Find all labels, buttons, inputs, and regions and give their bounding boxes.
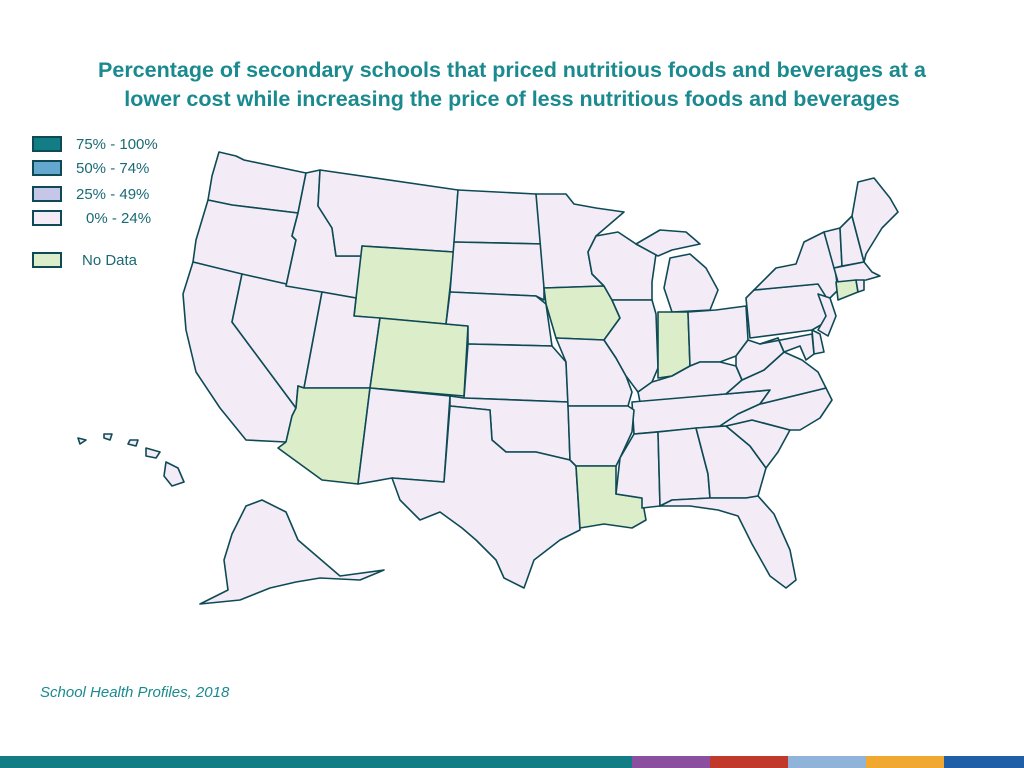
footer-bar-segment-1 bbox=[0, 756, 632, 768]
state-nj[interactable] bbox=[817, 293, 837, 337]
legend-swatch-75-100 bbox=[32, 136, 62, 152]
source-note: School Health Profiles, 2018 bbox=[40, 684, 230, 701]
legend-swatch-50-74 bbox=[32, 160, 62, 176]
state-hi[interactable] bbox=[77, 433, 185, 487]
footer-color-bar bbox=[0, 756, 1024, 768]
legend-swatch-no-data bbox=[32, 252, 62, 268]
legend-swatch-25-49 bbox=[32, 186, 62, 202]
legend-label-25-49: 25% - 49% bbox=[76, 186, 150, 203]
footer-bar-segment-3 bbox=[710, 756, 788, 768]
footer-bar-segment-5 bbox=[866, 756, 944, 768]
state-wy[interactable] bbox=[353, 245, 455, 325]
state-co[interactable] bbox=[369, 317, 469, 397]
state-md[interactable] bbox=[759, 333, 815, 361]
state-ri[interactable] bbox=[855, 279, 865, 293]
footer-bar-segment-2 bbox=[632, 756, 710, 768]
map-title-line2: lower cost while increasing the price of… bbox=[124, 87, 900, 111]
us-map bbox=[77, 151, 899, 605]
state-mi[interactable] bbox=[635, 229, 719, 313]
legend-label-75-100: 75% - 100% bbox=[76, 136, 158, 153]
state-la[interactable] bbox=[575, 465, 647, 529]
legend-label-50-74: 50% - 74% bbox=[76, 160, 150, 177]
state-tx[interactable] bbox=[391, 405, 581, 589]
state-fl[interactable] bbox=[659, 495, 797, 589]
state-nm[interactable] bbox=[357, 387, 451, 485]
state-ak[interactable] bbox=[199, 499, 385, 605]
state-ct[interactable] bbox=[835, 279, 859, 301]
map-title-line1: Percentage of secondary schools that pri… bbox=[98, 58, 926, 82]
legend-swatch-0-24 bbox=[32, 210, 62, 226]
state-sd[interactable] bbox=[449, 241, 545, 301]
state-nd[interactable] bbox=[453, 189, 545, 245]
footer-bar-segment-6 bbox=[944, 756, 1024, 768]
map-title: Percentage of secondary schools that pri… bbox=[0, 56, 1024, 114]
legend-label-no-data: No Data bbox=[82, 252, 138, 269]
state-mt[interactable] bbox=[317, 169, 459, 257]
state-ks[interactable] bbox=[463, 343, 569, 403]
legend-label-0-24: 0% - 24% bbox=[86, 210, 152, 227]
footer-bar-segment-4 bbox=[788, 756, 866, 768]
state-me[interactable] bbox=[851, 177, 899, 263]
